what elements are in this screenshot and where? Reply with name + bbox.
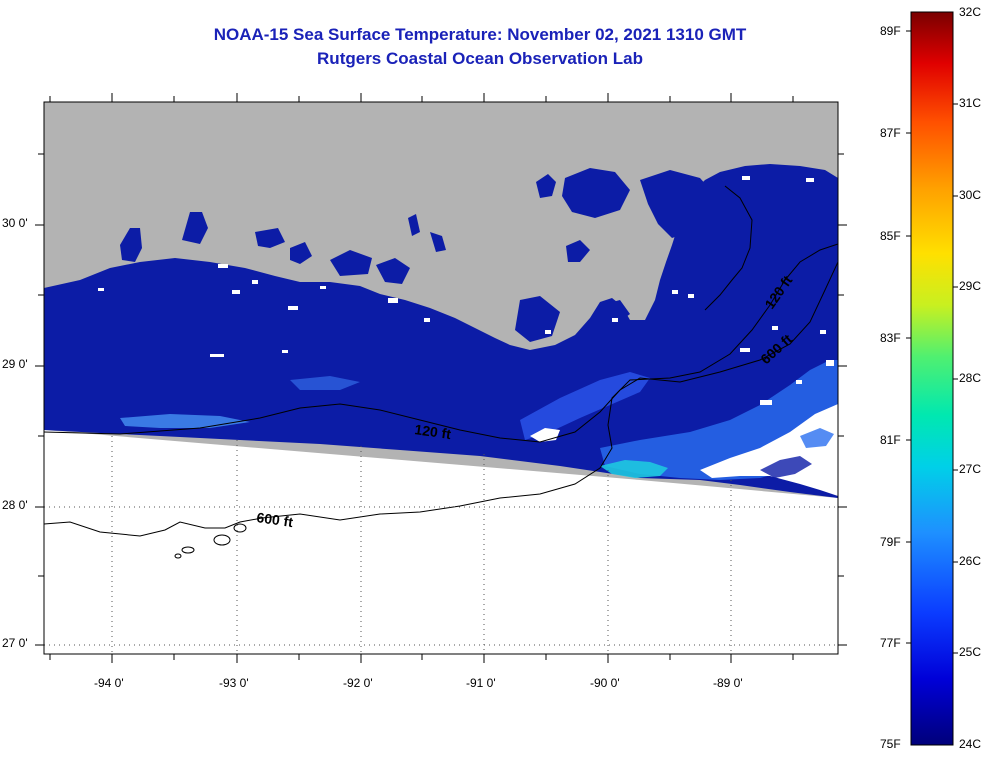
colorbar-fahrenheit-label: 83F bbox=[880, 331, 901, 345]
colorbar-fahrenheit-label: 75F bbox=[880, 737, 901, 751]
lon-label: -94 0' bbox=[94, 676, 124, 690]
lon-label: -90 0' bbox=[590, 676, 620, 690]
colorbar-celsius-label: 25C bbox=[959, 645, 982, 659]
lake bbox=[536, 174, 556, 198]
lat-label: 29 0' bbox=[2, 357, 28, 371]
ocean-fragment bbox=[760, 456, 812, 478]
colorbar-celsius-label: 30C bbox=[959, 188, 982, 202]
colorbar-ticks bbox=[906, 30, 958, 654]
lat-label: 30 0' bbox=[2, 216, 28, 230]
warm-water-patch bbox=[600, 460, 668, 478]
lat-label: 27 0' bbox=[2, 636, 28, 650]
lon-label: -89 0' bbox=[713, 676, 743, 690]
colorbar-celsius-label: 24C bbox=[959, 737, 982, 751]
lon-label: -91 0' bbox=[466, 676, 496, 690]
ocean-fragment bbox=[800, 428, 834, 448]
cloud-specks bbox=[98, 176, 834, 405]
lake bbox=[255, 228, 285, 248]
ocean-swath bbox=[44, 164, 838, 498]
lake bbox=[566, 240, 590, 262]
lake bbox=[408, 214, 420, 236]
isobath-lines bbox=[44, 185, 838, 559]
lake bbox=[430, 232, 446, 252]
warm-water-patch bbox=[290, 376, 360, 390]
map-frame bbox=[43, 101, 839, 655]
colorbar-celsius-label: 29C bbox=[959, 279, 982, 293]
colorbar-fahrenheit-label: 77F bbox=[880, 636, 901, 650]
colorbar-fahrenheit-label: 87F bbox=[880, 126, 901, 140]
colorbar-celsius-label: 31C bbox=[959, 96, 982, 110]
lake bbox=[562, 168, 630, 218]
isobath-label: 600 ft bbox=[256, 509, 295, 530]
map-subtitle: Rutgers Coastal Ocean Observation Lab bbox=[317, 49, 643, 68]
colorbar-fahrenheit-label: 81F bbox=[880, 433, 901, 447]
isobath-label: 120 ft bbox=[414, 421, 453, 442]
lake bbox=[598, 300, 630, 326]
lon-label: -93 0' bbox=[219, 676, 249, 690]
warm-water-patch bbox=[120, 414, 250, 428]
colorbar-fahrenheit-label: 85F bbox=[880, 229, 901, 243]
cloud-patch bbox=[700, 404, 838, 496]
warm-water-patch bbox=[520, 372, 650, 440]
lake bbox=[640, 170, 715, 238]
colorbar-fahrenheit-label: 79F bbox=[880, 535, 901, 549]
colorbar-celsius-label: 28C bbox=[959, 371, 982, 385]
lake bbox=[120, 228, 142, 262]
colorbar-celsius-label: 32C bbox=[959, 5, 982, 19]
axis-ticks bbox=[35, 93, 847, 663]
map-title: NOAA-15 Sea Surface Temperature: Novembe… bbox=[213, 25, 747, 44]
no-data-area bbox=[44, 430, 838, 654]
graticule bbox=[44, 436, 838, 654]
colorbar-fahrenheit-label: 89F bbox=[880, 24, 901, 38]
lon-label: -92 0' bbox=[343, 676, 373, 690]
lake bbox=[330, 250, 372, 276]
lake bbox=[182, 212, 208, 244]
lake bbox=[376, 258, 410, 284]
colorbar bbox=[911, 12, 953, 745]
lake bbox=[290, 242, 312, 264]
colorbar-celsius-label: 27C bbox=[959, 462, 982, 476]
lat-label: 28 0' bbox=[2, 498, 28, 512]
colorbar-celsius-label: 26C bbox=[959, 554, 982, 568]
